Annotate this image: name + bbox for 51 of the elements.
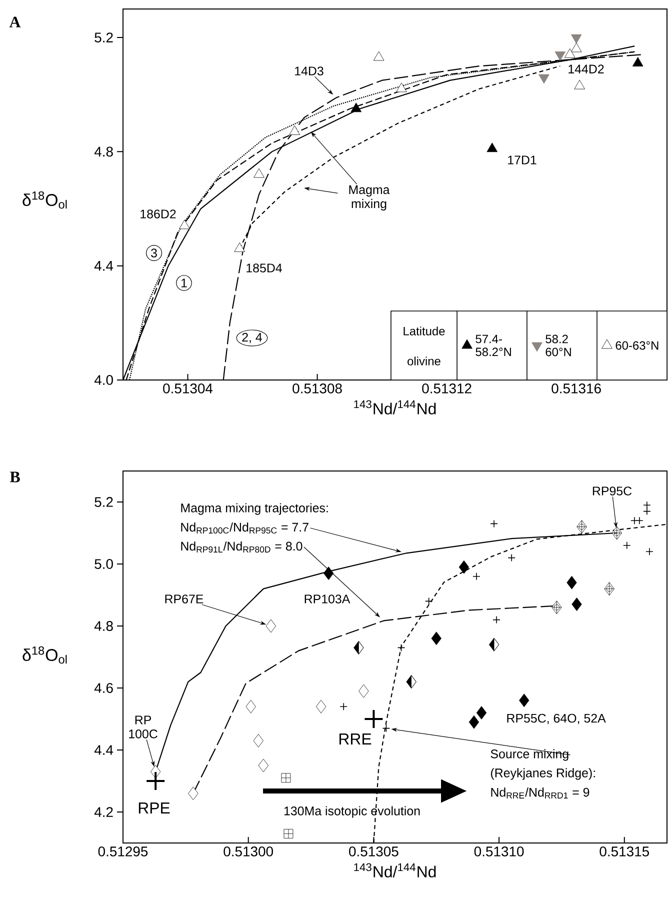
annotation: Magma mixing [349,185,390,211]
annotation: RP55C, 64O, 52A [507,714,606,724]
y-tick-label: 5.0 [94,559,113,569]
chart-title: B [10,472,20,482]
annotation: RP 100C [129,716,158,738]
x-tick-label: 0.51316 [552,384,601,394]
legend-label: 60-63°N [616,341,658,350]
y-tick-label: 5.2 [94,497,113,507]
y-axis-title: δ$^{18}$O$_{ol}$ [22,646,67,664]
x-tick-label: 0.51308 [292,384,342,394]
y-tick-label: 4.4 [94,261,114,271]
annotation: RP95C [592,486,632,496]
annotation: Source mixing [490,749,568,761]
annotation: RPE [138,802,170,814]
y-tick-label: 4.6 [94,683,113,693]
y-axis-title: δ$^{18}$O$_{ol}$ [22,191,67,209]
x-axis-title: $^{143}$Nd/$^{144}$Nd [354,400,436,414]
x-tick-label: 0.51295 [98,846,148,856]
annotation: 130Ma isotopic evolution [284,806,420,818]
annotation: Nd$_{RP100C}$/Nd$_{RP95C}$ = 7.7 [181,522,308,534]
annotation: Magma mixing trajectories: [181,503,328,515]
legend-title: Latitude [404,326,445,336]
annotation: 17D1 [508,156,536,164]
x-tick-label: 0.51300 [224,846,274,856]
y-tick-label: 4.8 [94,146,113,157]
annotation: Nd$_{RP91L}$/Nd$_{RP80D}$ = 8.0 [181,541,302,553]
annotation: 1 [181,278,187,288]
x-tick-label: 0.51312 [422,384,472,394]
annotation: RP67E [165,594,204,604]
chart-title: A [9,16,21,28]
annotation: RRE [339,734,372,744]
x-tick-label: 0.51305 [349,846,398,856]
annotation: 3 [151,248,157,258]
x-tick-label: 0.51315 [600,846,650,856]
y-tick-label: 4.2 [94,807,113,817]
x-tick-label: 0.51310 [474,846,524,856]
annotation: 144D2 [568,64,604,74]
annotation: RP103A [304,594,350,604]
annotation: olivine [408,356,440,366]
y-tick-label: 4.0 [94,375,113,385]
y-tick-label: 4.8 [94,621,113,631]
annotation: Nd$_{RRE}$/Nd$_{RRD1}$ = 9 [491,788,590,798]
annotation: 186D2 [140,210,176,218]
annotation: (Reykjanes Ridge): [490,768,595,780]
y-tick-label: 4.4 [94,745,114,755]
annotation: 14D3 [295,66,324,76]
y-tick-label: 5.2 [94,32,113,42]
x-axis-title: $^{143}$Nd/$^{144}$Nd [354,863,436,878]
annotation: 185D4 [246,264,282,272]
annotation: 2, 4 [242,332,262,344]
x-tick-label: 0.51304 [163,384,213,394]
